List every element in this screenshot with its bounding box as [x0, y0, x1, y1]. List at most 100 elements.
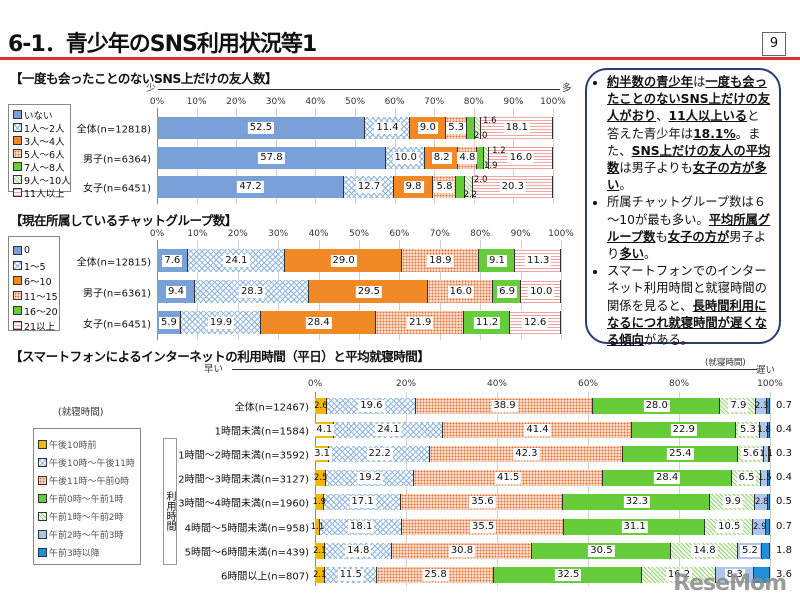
data-label: 16.0: [447, 285, 474, 298]
note-text: 男子より: [607, 229, 767, 262]
bar-segment-1: [315, 542, 325, 559]
data-label: 5.3: [446, 122, 467, 134]
legend-item: 0: [13, 243, 55, 258]
bar-segment-6: [761, 470, 769, 487]
data-label: 0.7: [776, 520, 792, 532]
legend-label: 5人～6人: [24, 149, 65, 161]
category-label: 全体(n=12467): [234, 402, 309, 414]
data-label: 0.5: [776, 496, 792, 508]
note-text: と答えた青少年は: [607, 109, 760, 141]
legend-label: 7人～8人: [24, 162, 65, 174]
note-text: 。: [619, 178, 632, 193]
axis-tick-label: 80%: [463, 97, 484, 107]
legend-swatch-icon: [13, 162, 22, 171]
data-label: 8.3: [724, 568, 745, 581]
legend-label: 11～15: [24, 291, 58, 303]
axis-tick-label: 100%: [540, 97, 566, 107]
bar-segment-7: [753, 566, 770, 583]
legend-swatch-icon: [38, 511, 47, 521]
data-label: 17.1: [349, 496, 376, 509]
legend-label: 6～10: [24, 276, 52, 288]
bar-segment-7: [768, 446, 770, 463]
legend-item: 21以上: [13, 318, 55, 333]
legend-label: 1人～2人: [24, 123, 65, 135]
note-text: 18.1%: [693, 126, 736, 141]
legend-item: 1～5: [13, 258, 55, 273]
note-text: 女子の方が: [667, 229, 730, 244]
chart1-title: 【一度も会ったことのないSNS上だけの友人数】: [10, 71, 277, 86]
axis-tick-label: 50%: [348, 229, 370, 239]
legend-item: 16～20: [13, 303, 58, 318]
data-label: 35.5: [469, 520, 497, 533]
category-label: 男子(n=6364): [83, 154, 151, 165]
category-label: 1時間未満(n=1584): [214, 426, 309, 438]
data-label: 11.3: [525, 254, 552, 267]
data-label: 35.6: [469, 496, 496, 509]
data-label: 7.6: [162, 254, 183, 267]
data-label: 10.5: [716, 520, 743, 533]
data-label: 11.5: [337, 568, 364, 581]
legend-label: 0: [24, 245, 31, 256]
note-text: 長時間利用になるにつれ就寝時間が遅くなる傾向: [607, 298, 767, 348]
bar-segment-6: [474, 117, 481, 139]
legend-item: 午後11時～午前0時: [38, 471, 136, 489]
axis-tick-label: 100%: [548, 229, 574, 239]
note-text: SNS上だけの友人の平均数: [607, 143, 771, 176]
data-label: 21.9: [407, 316, 434, 329]
data-label: 18.9: [427, 254, 454, 267]
data-label: 2.2: [463, 190, 478, 200]
data-label: 2.0: [473, 131, 488, 141]
data-label: 7.9: [728, 400, 749, 412]
gridline: [406, 392, 407, 586]
data-label: 24.1: [375, 424, 402, 437]
data-label: 10.0: [528, 285, 555, 298]
data-label: 57.8: [258, 151, 285, 164]
data-label: 3.1: [312, 448, 332, 461]
data-label: 41.5: [495, 472, 522, 485]
data-label: 16.0: [507, 151, 535, 164]
chart2-plot: 0% 10% 20% 30% 40% 50% 60% 70% 80% 90% 100% 全体(n=12…: [77, 229, 574, 340]
bar-segment-1: [315, 470, 327, 487]
gridline: [497, 392, 498, 586]
axis-tick-label: 90%: [510, 229, 531, 239]
data-label: 12.7: [355, 181, 383, 193]
legend-label: 午前2時～午前3時: [49, 530, 124, 541]
data-label: 3.6: [776, 568, 792, 580]
legend-swatch-icon: [38, 457, 47, 467]
legend-item: 午前2時～午前3時: [38, 525, 136, 543]
chart3-axis-right-label: 遅い: [756, 365, 776, 376]
axis-tick-label: 80%: [470, 229, 491, 239]
data-label: 11.2: [473, 316, 501, 329]
legend-label: 3人～4人: [24, 136, 65, 148]
legend-swatch-icon: [38, 547, 47, 557]
data-label: 1.8: [757, 425, 771, 436]
bar-segment-7: [768, 470, 770, 487]
axis-tick-label: 40%: [305, 97, 326, 107]
axis-tick-label: 40%: [486, 379, 508, 389]
data-label: 8.2: [431, 151, 452, 164]
legend-item: 午後10時前: [38, 435, 136, 453]
data-label: 6.5: [736, 472, 757, 485]
axis-tick-label: 10%: [187, 229, 208, 239]
data-label: 1.2: [492, 145, 506, 156]
resemom-watermark-logo: ReseMom: [673, 571, 787, 596]
data-label: 31.1: [621, 520, 648, 533]
data-label: 19.9: [207, 316, 235, 329]
legend-label: 午前3時以降: [49, 548, 100, 559]
note-text: 11人以上いる: [668, 109, 748, 124]
legend-swatch-icon: [13, 110, 22, 119]
category-label: 1時間～2時間未満(n=3592): [178, 450, 309, 462]
legend-swatch-icon: [38, 439, 47, 449]
legend-label: 午後11時～午前0時: [49, 476, 130, 487]
legend-swatch-icon: [38, 493, 47, 503]
bar-segment-1: [315, 494, 324, 511]
axis-tick-label: 0%: [149, 97, 165, 107]
legend-swatch-icon: [13, 188, 22, 197]
category-label: 2時間～3時間未満(n=3127): [178, 474, 309, 486]
slide-title: 6-1．青少年のSNS利用状況等1: [8, 32, 317, 57]
page-number: 9: [762, 32, 786, 56]
chart3-legend: 午後10時前 午後10時～午後11時 午後11時～午前0時 午前0時～午前1時 午前1時…: [33, 428, 141, 565]
y-axis-line: [315, 392, 316, 586]
note-text: は: [693, 75, 706, 89]
bar-segment-1: [315, 566, 325, 583]
